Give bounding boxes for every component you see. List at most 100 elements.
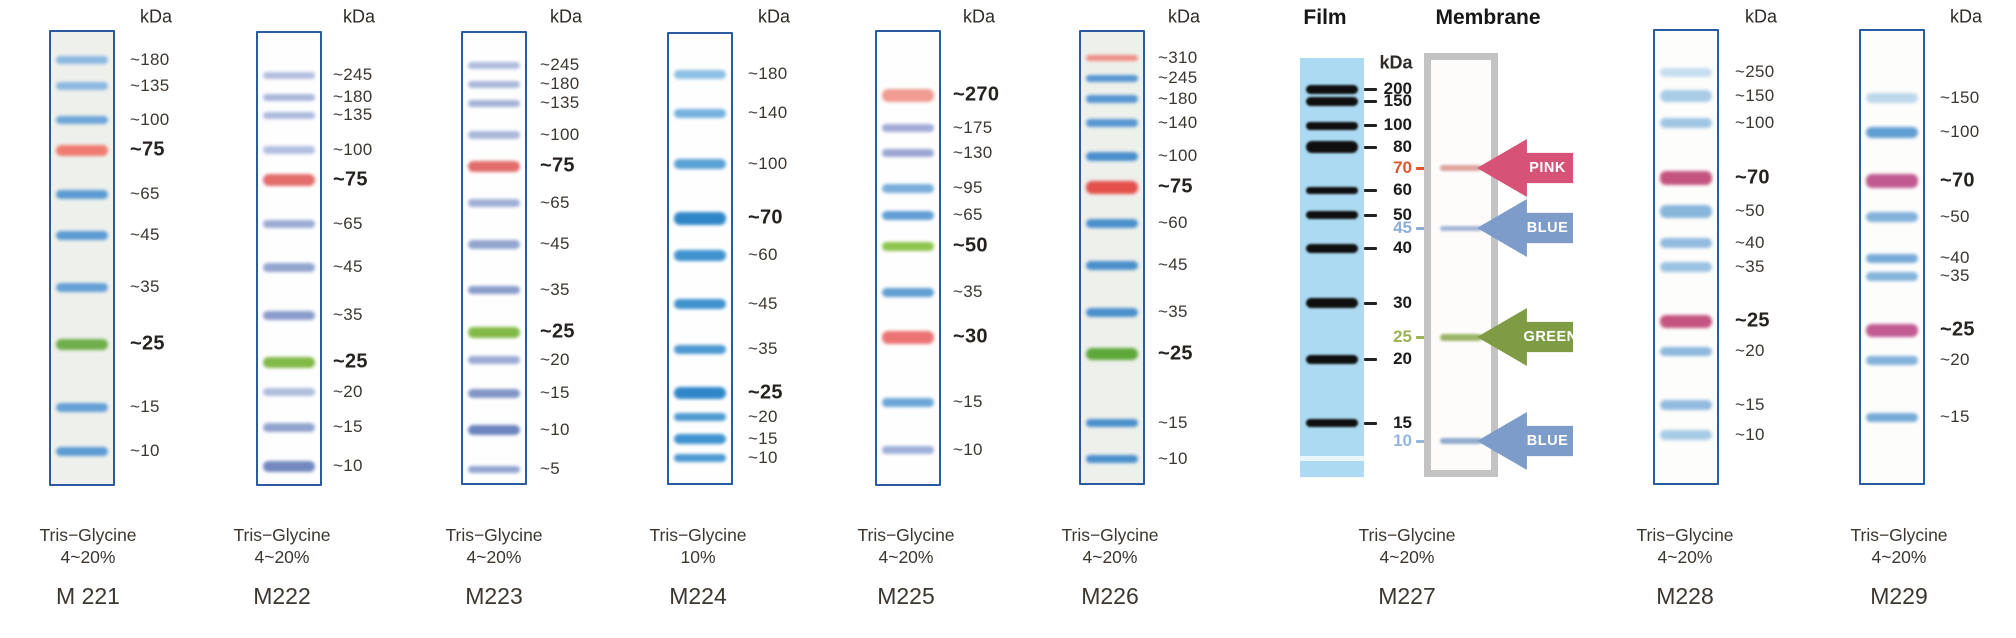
mw-label: ~180: [130, 50, 170, 69]
scale-label: 100: [1383, 115, 1412, 134]
scale-tick: [1364, 247, 1377, 250]
gel-type-line: Tris−Glycine: [233, 525, 331, 545]
protein-band: [674, 434, 726, 444]
scale-label: 70: [1393, 158, 1412, 177]
mw-label: ~60: [748, 245, 778, 264]
protein-band: [468, 80, 520, 88]
mw-label: ~25: [130, 332, 165, 355]
protein-band: [1866, 174, 1918, 188]
protein-band: [56, 338, 108, 350]
mw-label: ~130: [953, 143, 993, 162]
protein-band: [1086, 119, 1138, 127]
mw-label: ~25: [1940, 318, 1975, 341]
protein-band: [468, 465, 520, 473]
mw-label: ~150: [1940, 88, 1980, 107]
mw-label: ~150: [1735, 86, 1775, 105]
protein-band: [1866, 355, 1918, 365]
protein-band: [1086, 260, 1138, 270]
kda-unit-label: kDa: [1167, 6, 1201, 27]
mw-label: ~70: [1940, 169, 1975, 192]
protein-band: [56, 116, 108, 124]
lane-id-label: M224: [669, 583, 727, 609]
protein-band: [882, 88, 934, 102]
protein-band: [882, 149, 934, 157]
membrane-band: [1440, 165, 1482, 171]
mw-label: ~100: [540, 125, 580, 144]
mw-label: ~75: [1158, 175, 1193, 198]
protein-band: [1660, 238, 1712, 248]
protein-band: [1086, 218, 1138, 228]
mw-label: ~70: [748, 206, 783, 229]
protein-band: [1866, 412, 1918, 422]
lane-id-label: M227: [1378, 583, 1436, 609]
protein-band: [1866, 323, 1918, 337]
protein-band: [468, 99, 520, 107]
protein-band: [56, 82, 108, 90]
protein-band: [263, 71, 315, 79]
scale-tick: [1364, 302, 1377, 305]
mw-label: ~15: [540, 383, 570, 402]
scale-label: 10: [1393, 431, 1412, 450]
protein-band: [674, 387, 726, 399]
gel-lane: [875, 30, 941, 486]
mw-label: ~15: [953, 392, 983, 411]
protein-band: [468, 425, 520, 435]
mw-label: ~135: [333, 105, 373, 124]
mw-label: ~45: [130, 225, 160, 244]
gel-type-line: 10%: [680, 547, 716, 567]
lane-id-label: M229: [1870, 583, 1928, 609]
scale-label: 200: [1383, 79, 1412, 98]
protein-band: [1660, 400, 1712, 410]
protein-band: [263, 262, 315, 272]
protein-band: [1660, 90, 1712, 102]
protein-band: [1086, 95, 1138, 103]
mw-label: ~20: [333, 382, 363, 401]
protein-band: [1660, 346, 1712, 356]
protein-band: [263, 174, 315, 186]
mw-label: ~270: [953, 83, 1000, 106]
gel-lane: [1079, 30, 1145, 485]
gel-type-line: Tris−Glycine: [649, 525, 747, 545]
membrane-band: [1440, 225, 1482, 231]
mw-label: ~10: [1735, 425, 1765, 444]
membrane-lane: [1424, 53, 1498, 477]
kda-unit-label: kDa: [962, 6, 996, 27]
protein-band: [674, 299, 726, 309]
protein-band: [56, 282, 108, 292]
arrow-label: PINK: [1529, 160, 1566, 176]
protein-band: [1660, 171, 1712, 185]
protein-band: [56, 402, 108, 412]
mw-label: ~35: [1940, 266, 1970, 285]
mw-label: ~60: [1158, 213, 1188, 232]
mw-label: ~250: [1735, 62, 1775, 81]
scale-label: 20: [1393, 349, 1412, 368]
scale-label: 50: [1393, 205, 1412, 224]
mw-label: ~70: [1735, 166, 1770, 189]
mw-label: ~65: [130, 184, 160, 203]
protein-band: [882, 124, 934, 132]
mw-label: ~135: [130, 76, 170, 95]
mw-label: ~10: [130, 441, 160, 460]
scale-label: 80: [1393, 137, 1412, 156]
mw-label: ~180: [1158, 89, 1198, 108]
scale-tick: [1364, 124, 1377, 127]
gel-type-label: Tris−Glycine 4~20%: [1636, 524, 1733, 568]
film-band: [1306, 419, 1358, 427]
membrane-band: [1440, 438, 1482, 444]
film-band: [1306, 84, 1358, 94]
mw-label: ~100: [1735, 113, 1775, 132]
gel-type-line: 4~20%: [60, 547, 116, 567]
membrane-band: [1440, 333, 1482, 341]
mw-label: ~310: [1158, 48, 1198, 67]
protein-band: [1660, 314, 1712, 328]
gel-type-line: Tris−Glycine: [39, 525, 137, 545]
protein-band: [1660, 262, 1712, 272]
scale-label: 25: [1393, 327, 1412, 346]
gel-lane: [49, 30, 115, 486]
mw-label: ~75: [130, 138, 165, 161]
mw-label: ~40: [1940, 248, 1970, 267]
gel-type-line: Tris−Glycine: [1850, 525, 1948, 545]
mw-label: ~15: [1735, 395, 1765, 414]
protein-band: [468, 239, 520, 249]
